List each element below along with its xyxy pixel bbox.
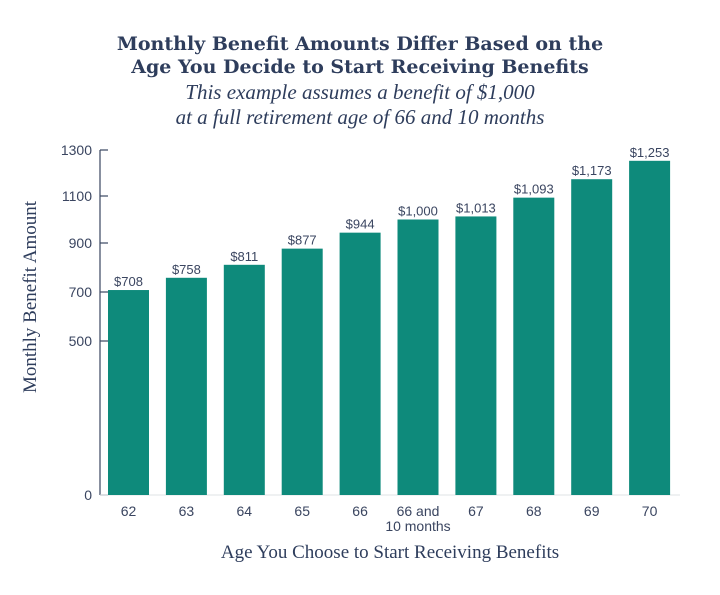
y-tick-label: 500 bbox=[69, 333, 93, 349]
x-tick-label: 63 bbox=[179, 503, 195, 519]
data-label: $708 bbox=[114, 274, 143, 289]
x-tick-label: 66 and bbox=[397, 503, 440, 519]
chart-subtitle-line-2: at a full retirement age of 66 and 10 mo… bbox=[175, 105, 545, 129]
bar bbox=[513, 197, 555, 495]
data-label: $811 bbox=[230, 249, 258, 264]
bar bbox=[397, 219, 439, 495]
data-label: $1,253 bbox=[630, 145, 670, 160]
x-tick-label: 64 bbox=[237, 503, 253, 519]
data-label: $1,000 bbox=[398, 204, 438, 219]
y-tick-label: 700 bbox=[69, 284, 93, 300]
bar bbox=[108, 290, 149, 495]
data-label: $758 bbox=[172, 262, 201, 277]
x-tick-label: 65 bbox=[294, 503, 310, 519]
bar bbox=[571, 179, 613, 495]
data-label: $1,173 bbox=[572, 163, 612, 178]
chart-title-line-1: Monthly Benefit Amounts Differ Based on … bbox=[116, 33, 604, 55]
bar bbox=[281, 248, 323, 495]
x-tick-label: 10 months bbox=[385, 518, 450, 534]
y-tick-label: 1100 bbox=[62, 188, 92, 204]
x-tick-label: 62 bbox=[121, 503, 137, 519]
y-tick-label: 900 bbox=[69, 235, 93, 251]
data-label: $1,013 bbox=[456, 200, 496, 215]
data-label: $1,093 bbox=[514, 182, 554, 197]
bar bbox=[339, 232, 381, 495]
data-label: $944 bbox=[346, 217, 375, 232]
chart-subtitle-line-1: This example assumes a benefit of $1,000 bbox=[185, 80, 535, 104]
x-axis-title: Age You Choose to Start Receiving Benefi… bbox=[221, 542, 559, 563]
bar bbox=[455, 216, 497, 495]
data-label: $877 bbox=[288, 233, 317, 248]
y-tick-label: 0 bbox=[84, 487, 92, 503]
y-tick-label: 1300 bbox=[61, 142, 92, 158]
x-tick-label: 66 bbox=[352, 503, 368, 519]
bar bbox=[165, 277, 207, 495]
x-tick-label: 67 bbox=[468, 503, 484, 519]
x-tick-label: 70 bbox=[642, 503, 658, 519]
x-tick-label: 69 bbox=[584, 503, 600, 519]
chart-title-line-2: Age You Decide to Start Receiving Benefi… bbox=[131, 56, 589, 78]
x-tick-label: 68 bbox=[526, 503, 542, 519]
bar bbox=[629, 160, 671, 495]
y-axis-title: Monthly Benefit Amount bbox=[20, 200, 41, 393]
bar bbox=[223, 264, 265, 495]
